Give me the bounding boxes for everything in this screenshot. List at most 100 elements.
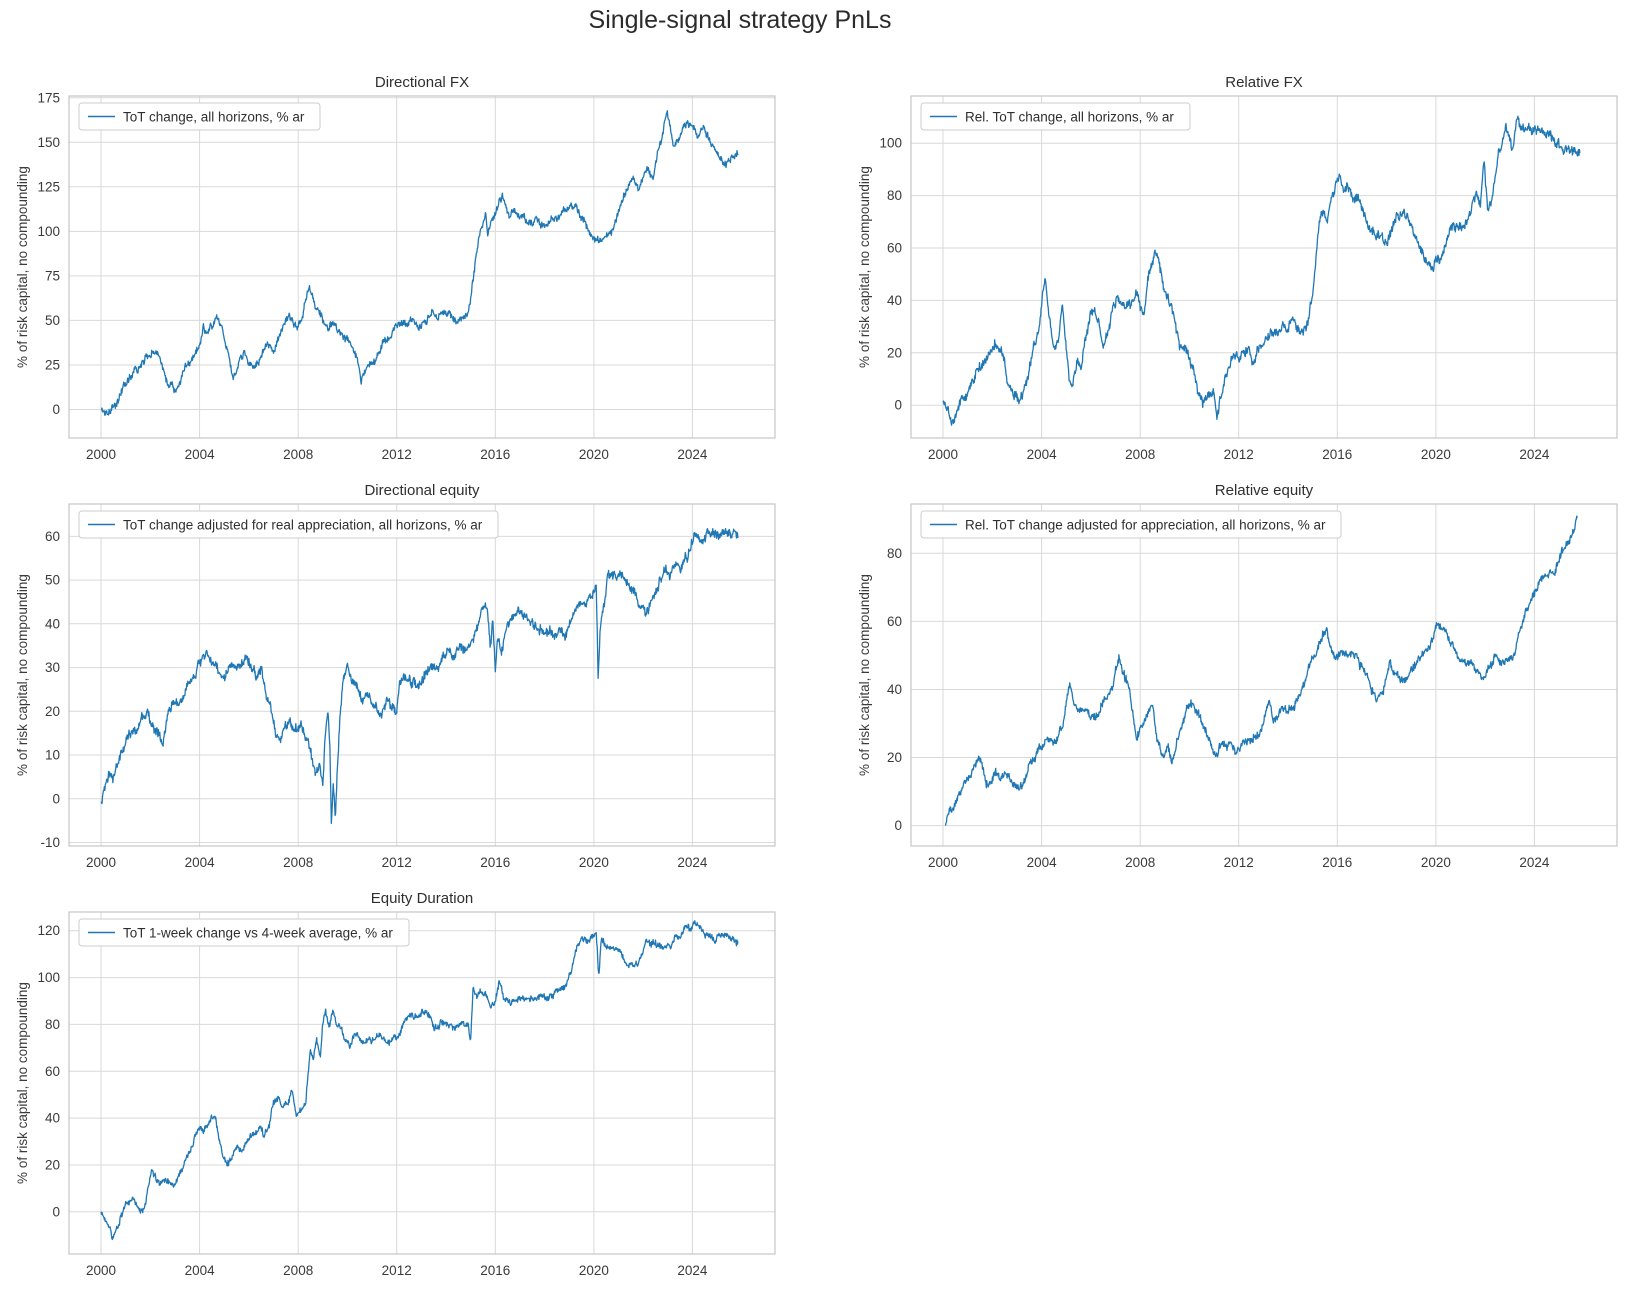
y-tick-label: 125 bbox=[37, 179, 60, 194]
y-tick-label: 0 bbox=[894, 818, 902, 833]
chart-directional-fx-plot: Directional FX % of risk capital, no com… bbox=[15, 74, 776, 462]
y-tick-label: 50 bbox=[45, 313, 60, 328]
gridlines bbox=[69, 504, 775, 846]
chart-title: Directional equity bbox=[364, 482, 480, 499]
legend: ToT change adjusted for real appreciatio… bbox=[78, 510, 499, 539]
legend-label: ToT change, all horizons, % ar bbox=[123, 110, 305, 125]
x-tick-label: 2012 bbox=[382, 447, 412, 462]
x-tick-label: 2020 bbox=[1421, 447, 1451, 462]
y-tick-label: 60 bbox=[887, 241, 902, 256]
y-tick-label: 75 bbox=[45, 268, 60, 283]
chart-title: Equity Duration bbox=[371, 890, 474, 907]
chart-relative-fx: Relative FX % of risk capital, no compou… bbox=[855, 70, 1626, 476]
x-tick-label: 2000 bbox=[86, 447, 116, 462]
axis-tick-labels: 0 20 40 60 80 100 120 2000 2004 2008 2012 2016 2020 2… bbox=[37, 923, 707, 1278]
x-tick-label: 2008 bbox=[283, 1263, 313, 1278]
gridlines bbox=[911, 96, 1617, 438]
y-tick-label: -10 bbox=[40, 835, 60, 850]
legend-box bbox=[78, 102, 321, 131]
chart-title: Relative FX bbox=[1225, 74, 1303, 91]
y-tick-label: 60 bbox=[45, 1064, 60, 1079]
y-tick-label: 150 bbox=[37, 135, 60, 150]
axes-frame bbox=[68, 503, 776, 847]
chart-title: Relative equity bbox=[1215, 482, 1314, 499]
axis-tick-labels: 0 20 40 60 80 100 2000 2004 2008 2012 2016 2020 2024 bbox=[879, 136, 1549, 462]
y-tick-label: 20 bbox=[887, 750, 902, 765]
plot-frame bbox=[910, 95, 1618, 439]
chart-equity-duration-plot: Equity Duration % of risk capital, no co… bbox=[15, 890, 776, 1278]
gridlines bbox=[69, 96, 775, 438]
legend-box bbox=[920, 102, 1191, 131]
x-tick-label: 2020 bbox=[1421, 855, 1451, 870]
figure-title: Single-signal strategy PnLs bbox=[588, 6, 892, 34]
y-tick-label: 0 bbox=[52, 402, 60, 417]
pnl-line bbox=[942, 115, 1581, 426]
pnl-line bbox=[100, 110, 739, 416]
legend-label: Rel. ToT change, all horizons, % ar bbox=[965, 110, 1174, 125]
x-tick-label: 2004 bbox=[1027, 447, 1058, 462]
series-line bbox=[100, 110, 739, 416]
chart-title: Directional FX bbox=[375, 74, 469, 91]
x-tick-label: 2000 bbox=[86, 855, 116, 870]
legend: Rel. ToT change adjusted for appreciatio… bbox=[920, 510, 1342, 539]
series-line bbox=[100, 920, 739, 1241]
axis-tick-labels: -10 0 10 20 30 40 50 60 2000 2004 2008 2012 2016 2020… bbox=[40, 529, 707, 870]
x-tick-label: 2004 bbox=[185, 447, 216, 462]
x-tick-label: 2004 bbox=[185, 1263, 216, 1278]
y-axis-label: % of risk capital, no compounding bbox=[15, 982, 30, 1184]
y-tick-label: 40 bbox=[887, 293, 902, 308]
y-tick-label: 25 bbox=[45, 358, 60, 373]
axes-frame bbox=[910, 95, 1618, 439]
x-tick-label: 2024 bbox=[677, 1263, 708, 1278]
y-tick-label: 20 bbox=[45, 704, 60, 719]
y-tick-label: 0 bbox=[52, 1204, 60, 1219]
axes-frame bbox=[68, 911, 776, 1255]
axes-frame bbox=[68, 95, 776, 439]
y-tick-label: 40 bbox=[887, 682, 902, 697]
chart-directional-fx: Directional FX % of risk capital, no com… bbox=[13, 70, 784, 476]
chart-relative-fx-plot: Relative FX % of risk capital, no compou… bbox=[857, 74, 1618, 462]
x-tick-label: 2008 bbox=[1125, 855, 1155, 870]
legend: ToT change, all horizons, % ar bbox=[78, 102, 321, 131]
plot-frame bbox=[68, 911, 776, 1255]
legend: ToT 1-week change vs 4-week average, % a… bbox=[78, 918, 410, 947]
x-tick-label: 2012 bbox=[1224, 447, 1254, 462]
y-tick-label: 80 bbox=[45, 1017, 60, 1032]
y-tick-label: 0 bbox=[52, 791, 60, 806]
x-tick-label: 2012 bbox=[1224, 855, 1254, 870]
x-tick-label: 2008 bbox=[283, 855, 313, 870]
y-tick-label: 10 bbox=[45, 748, 60, 763]
y-tick-label: 80 bbox=[887, 546, 902, 561]
axis-tick-labels: 0 25 50 75 100 125 150 175 2000 2004 2008 2012 2016 2… bbox=[37, 90, 707, 462]
legend-label: Rel. ToT change adjusted for appreciatio… bbox=[965, 518, 1326, 533]
x-tick-label: 2024 bbox=[677, 447, 708, 462]
y-tick-label: 100 bbox=[37, 970, 60, 985]
y-tick-label: 20 bbox=[45, 1158, 60, 1173]
legend-box bbox=[78, 510, 499, 539]
pnl-line bbox=[100, 920, 739, 1241]
axis-tick-labels: 0 20 40 60 80 2000 2004 2008 2012 2016 2020 2024 bbox=[887, 546, 1550, 870]
y-tick-label: 40 bbox=[45, 1111, 60, 1126]
x-tick-label: 2004 bbox=[185, 855, 216, 870]
chart-relative-equity-plot: Relative equity % of risk capital, no co… bbox=[857, 482, 1618, 870]
x-tick-label: 2016 bbox=[480, 855, 510, 870]
y-axis-label: % of risk capital, no compounding bbox=[15, 166, 30, 368]
y-tick-label: 40 bbox=[45, 616, 60, 631]
pnl-line bbox=[100, 527, 739, 825]
axes-frame bbox=[910, 503, 1618, 847]
y-tick-label: 60 bbox=[45, 529, 60, 544]
x-tick-label: 2016 bbox=[480, 1263, 510, 1278]
chart-relative-equity: Relative equity % of risk capital, no co… bbox=[855, 478, 1626, 884]
y-tick-label: 30 bbox=[45, 660, 60, 675]
y-tick-label: 100 bbox=[37, 224, 60, 239]
y-tick-label: 0 bbox=[894, 398, 902, 413]
y-axis-label: % of risk capital, no compounding bbox=[857, 166, 872, 368]
x-tick-label: 2016 bbox=[480, 447, 510, 462]
pnl-line bbox=[944, 515, 1578, 826]
chart-equity-duration: Equity Duration % of risk capital, no co… bbox=[13, 886, 784, 1292]
gridlines bbox=[69, 912, 775, 1254]
x-tick-label: 2020 bbox=[579, 447, 609, 462]
legend-box bbox=[78, 918, 410, 947]
x-tick-label: 2000 bbox=[928, 855, 958, 870]
x-tick-label: 2016 bbox=[1322, 855, 1352, 870]
